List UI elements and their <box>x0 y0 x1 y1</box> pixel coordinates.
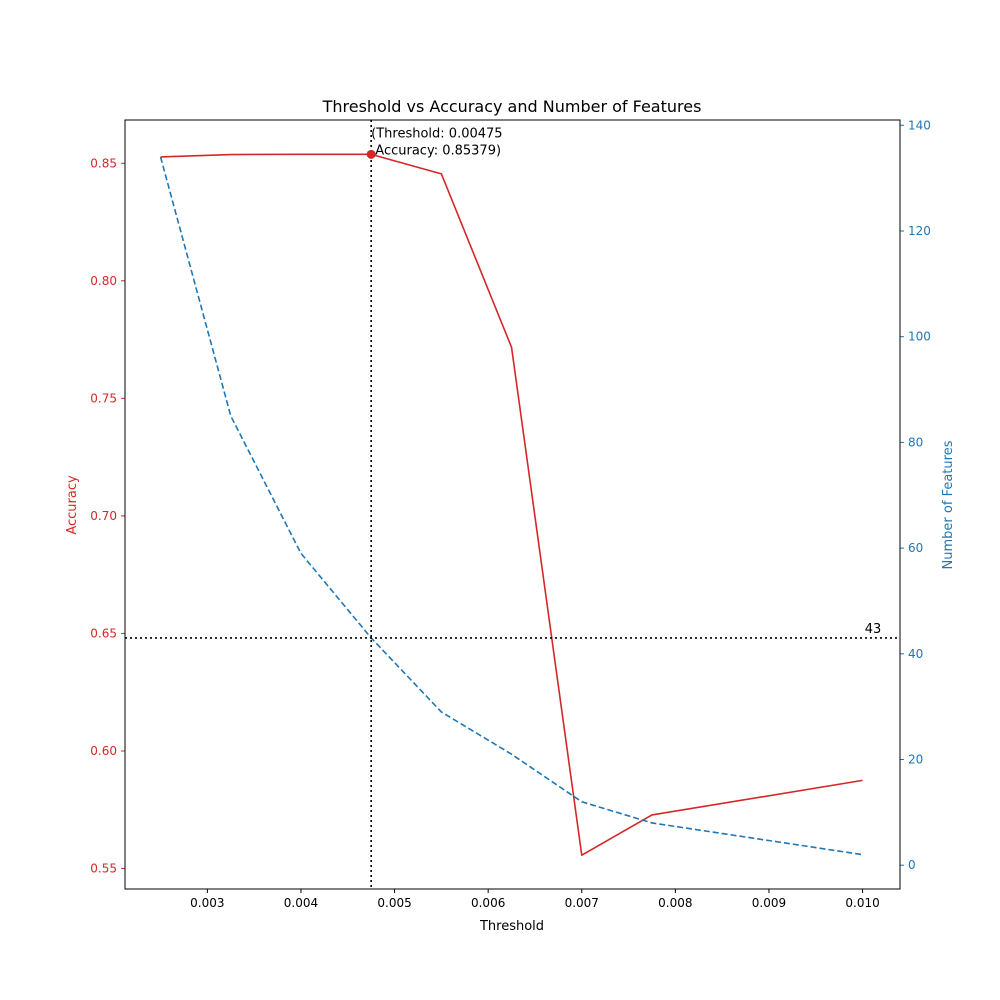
series-line-number-of-features <box>159 156 863 856</box>
y-left-tick-label: 0.55 <box>90 862 117 876</box>
y-right-tick-label: 60 <box>908 541 923 555</box>
x-tick-label: 0.006 <box>471 896 505 910</box>
y-right-tick-label: 20 <box>908 753 923 767</box>
y-right-tick-label: 140 <box>908 118 931 132</box>
highlight-annotation-threshold: (Threshold: 0.00475 <box>371 126 502 141</box>
chart-title: Threshold vs Accuracy and Number of Feat… <box>322 97 702 116</box>
x-tick-label: 0.005 <box>377 896 411 910</box>
axes-frame <box>124 119 901 890</box>
series-line-accuracy <box>160 153 863 856</box>
y-left-tick-label: 0.85 <box>90 156 117 170</box>
y-axis-left-label: Accuracy <box>65 475 80 535</box>
y-left-tick-label: 0.75 <box>90 391 117 405</box>
y-left-tick-label: 0.65 <box>90 626 117 640</box>
highlight-annotation-accuracy: Accuracy: 0.85379) <box>371 143 501 158</box>
x-tick-label: 0.004 <box>284 896 318 910</box>
x-tick-label: 0.007 <box>565 896 599 910</box>
y-right-tick-label: 0 <box>908 858 916 872</box>
highlight-features-label: 43 <box>865 622 882 637</box>
highlight-point-marker <box>366 149 376 159</box>
y-right-tick-label: 100 <box>908 330 931 344</box>
x-axis-label: Threshold <box>479 919 544 934</box>
y-right-tick-label: 120 <box>908 224 931 238</box>
y-right-tick-label: 40 <box>908 647 923 661</box>
y-left-tick-label: 0.70 <box>90 509 117 523</box>
y-axis-right-label: Number of Features <box>941 440 956 569</box>
x-tick-label: 0.008 <box>658 896 692 910</box>
plot-area: 0.003 0.004 0.005 0.006 0.007 0.008 0.009 0.010… <box>90 118 931 910</box>
x-tick-label: 0.010 <box>845 896 879 910</box>
y-left-tick-label: 0.80 <box>90 274 117 288</box>
y-right-tick-label: 80 <box>908 435 923 449</box>
x-tick-label: 0.003 <box>190 896 224 910</box>
x-tick-label: 0.009 <box>752 896 786 910</box>
y-left-tick-label: 0.60 <box>90 744 117 758</box>
